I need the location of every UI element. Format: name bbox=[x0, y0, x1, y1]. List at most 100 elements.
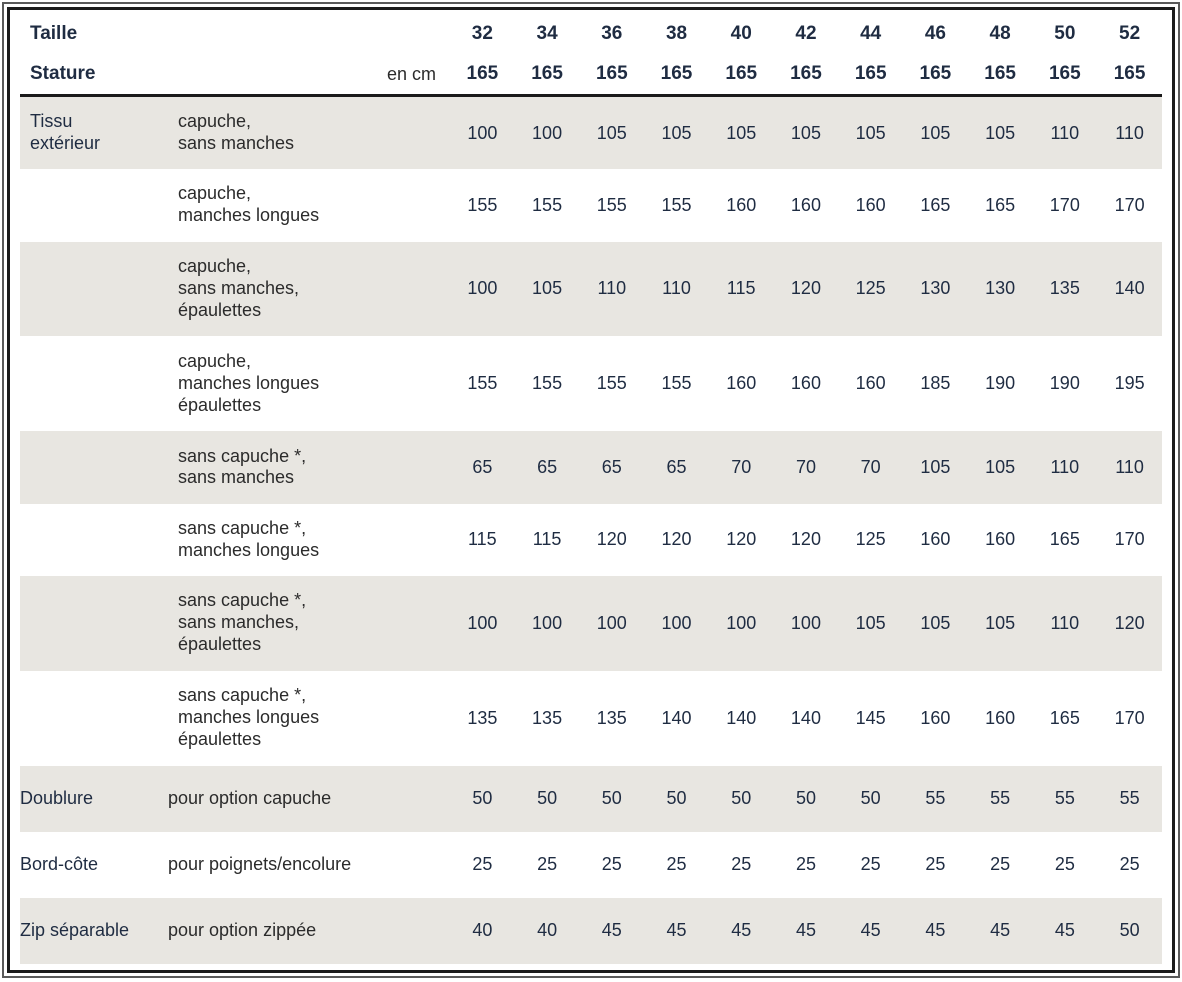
value-cell: 165 bbox=[1049, 529, 1080, 550]
value-cell: 105 bbox=[661, 122, 692, 143]
table-row: sans capuche *, sans manches 65 65 65 65 70 70… bbox=[20, 431, 1162, 504]
value-cell: 45 bbox=[1054, 920, 1075, 941]
description-cell: sans capuche *, manches longues épaulett… bbox=[178, 685, 320, 750]
value-cell: 155 bbox=[532, 194, 563, 215]
value-cell: 65 bbox=[472, 456, 493, 477]
value-cell: 120 bbox=[790, 529, 821, 550]
value-cell: 45 bbox=[601, 920, 622, 941]
value-cell: 105 bbox=[985, 456, 1016, 477]
table-row: Doublure pour option capuche 50 50 50 50 50 50 5… bbox=[20, 765, 1162, 832]
description-cell: capuche, sans manches bbox=[178, 111, 295, 154]
value-cell: 165 bbox=[1049, 707, 1080, 728]
size-header-cell: 34 bbox=[536, 23, 558, 44]
value-cell: 65 bbox=[601, 456, 622, 477]
value-cell: 115 bbox=[726, 278, 756, 299]
value-cell: 115 bbox=[532, 529, 562, 550]
value-cell: 25 bbox=[537, 854, 558, 875]
value-cell: 160 bbox=[920, 707, 951, 728]
value-cell: 50 bbox=[537, 788, 558, 809]
inner-frame: Taille 32 34 36 38 40 42 44 46 48 50 52 Stature en… bbox=[7, 7, 1175, 973]
stature-value-cell: 165 bbox=[450, 54, 515, 97]
value-cell: 155 bbox=[532, 373, 563, 394]
category-cell bbox=[20, 169, 168, 241]
value-cell: 135 bbox=[1049, 278, 1080, 299]
value-cell: 45 bbox=[990, 920, 1011, 941]
value-cell: 50 bbox=[472, 788, 493, 809]
value-cell: 50 bbox=[666, 788, 687, 809]
value-cell: 170 bbox=[1114, 194, 1145, 215]
stature-header-row: Stature en cm 165 165 165 165 165 165 165 165 16… bbox=[20, 54, 1162, 97]
stature-value-cell: 165 bbox=[514, 54, 580, 97]
value-cell: 155 bbox=[596, 373, 627, 394]
value-cell: 190 bbox=[985, 373, 1016, 394]
size-chart-table: Taille 32 34 36 38 40 42 44 46 48 50 52 Stature en… bbox=[20, 14, 1162, 964]
value-cell: 100 bbox=[467, 612, 498, 633]
value-cell: 25 bbox=[990, 854, 1011, 875]
table-row: capuche, sans manches, épaulettes 100 105 1… bbox=[20, 241, 1162, 337]
value-cell: 25 bbox=[925, 854, 946, 875]
table-row: capuche, manches longues 155 155 155 155 160 1… bbox=[20, 169, 1162, 242]
value-cell: 110 bbox=[597, 278, 627, 299]
value-cell: 45 bbox=[795, 920, 816, 941]
empty-header-cell bbox=[168, 14, 450, 54]
value-cell: 110 bbox=[1115, 456, 1144, 477]
value-cell: 40 bbox=[472, 920, 493, 941]
value-cell: 160 bbox=[855, 373, 886, 394]
value-cell: 160 bbox=[726, 194, 757, 215]
value-cell: 70 bbox=[795, 456, 816, 477]
value-cell: 160 bbox=[855, 194, 886, 215]
value-cell: 125 bbox=[855, 529, 886, 550]
value-cell: 25 bbox=[731, 854, 752, 875]
value-cell: 105 bbox=[726, 122, 757, 143]
size-header-cell: 36 bbox=[601, 23, 623, 44]
stature-value-cell: 165 bbox=[903, 54, 968, 97]
stature-value-cell: 165 bbox=[838, 54, 904, 97]
value-cell: 70 bbox=[731, 456, 752, 477]
category-cell bbox=[20, 671, 168, 766]
value-cell: 155 bbox=[467, 194, 498, 215]
value-cell: 50 bbox=[860, 788, 881, 809]
value-cell: 170 bbox=[1049, 194, 1080, 215]
description-cell: capuche, sans manches, épaulettes bbox=[178, 256, 300, 320]
size-header-cell: 42 bbox=[795, 23, 817, 44]
size-header-cell: 32 bbox=[471, 23, 493, 44]
value-cell: 45 bbox=[731, 920, 752, 941]
table-row: sans capuche *, manches longues 115 115 120… bbox=[20, 503, 1162, 576]
category-cell bbox=[20, 504, 168, 576]
value-cell: 25 bbox=[860, 854, 881, 875]
table-row: sans capuche *, manches longues épaulett… bbox=[20, 670, 1162, 766]
unit-label: en cm bbox=[168, 54, 450, 97]
stature-value-cell: 165 bbox=[967, 54, 1033, 97]
value-cell: 120 bbox=[596, 529, 627, 550]
value-cell: 50 bbox=[1119, 920, 1140, 941]
sizes-header-row: Taille 32 34 36 38 40 42 44 46 48 50 52 bbox=[20, 14, 1162, 54]
value-cell: 130 bbox=[920, 278, 951, 299]
value-cell: 55 bbox=[1119, 788, 1140, 809]
value-cell: 165 bbox=[920, 194, 951, 215]
value-cell: 100 bbox=[726, 612, 757, 633]
description-cell: capuche, manches longues épaulettes bbox=[178, 350, 320, 415]
value-cell: 140 bbox=[790, 707, 821, 728]
value-cell: 165 bbox=[985, 194, 1016, 215]
value-cell: 135 bbox=[467, 707, 498, 728]
value-cell: 105 bbox=[790, 122, 821, 143]
value-cell: 190 bbox=[1049, 373, 1080, 394]
table-row: capuche, manches longues épaulettes 155 15… bbox=[20, 336, 1162, 432]
description-cell: sans capuche *, sans manches bbox=[178, 445, 307, 488]
stature-row-label: Stature bbox=[20, 54, 168, 97]
description-cell: pour option zippée bbox=[168, 919, 317, 940]
value-cell: 105 bbox=[855, 122, 886, 143]
size-header-cell: 50 bbox=[1054, 23, 1076, 44]
value-cell: 25 bbox=[601, 854, 622, 875]
value-cell: 120 bbox=[790, 278, 821, 299]
stature-value-cell: 165 bbox=[579, 54, 645, 97]
sizes-row-label: Taille bbox=[30, 23, 78, 44]
value-cell: 160 bbox=[920, 529, 951, 550]
value-cell: 155 bbox=[661, 194, 692, 215]
category-cell: Zip séparable bbox=[20, 919, 130, 940]
value-cell: 100 bbox=[467, 278, 498, 299]
value-cell: 160 bbox=[985, 529, 1016, 550]
value-cell: 65 bbox=[666, 456, 687, 477]
value-cell: 50 bbox=[795, 788, 816, 809]
value-cell: 100 bbox=[467, 122, 498, 143]
